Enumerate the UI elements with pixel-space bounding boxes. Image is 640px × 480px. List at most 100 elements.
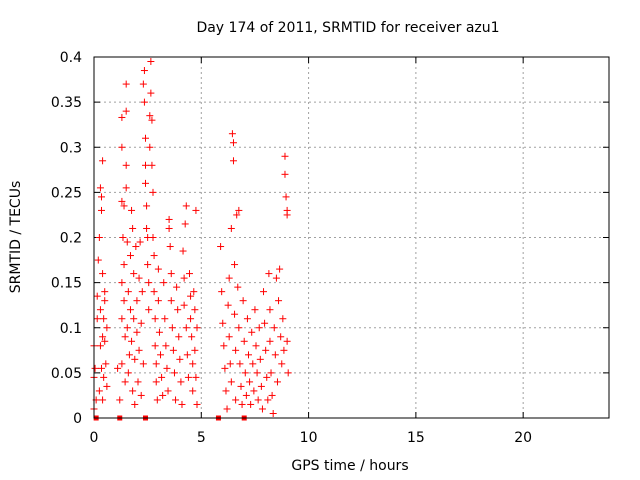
data-point [271,351,279,359]
data-point [256,355,264,363]
data-point [146,143,154,151]
data-point [145,279,153,287]
data-point [228,130,236,138]
data-point [151,342,159,350]
data-point [168,324,176,332]
y-axis-label: SRMTID / TECUs [8,181,24,294]
data-point [93,292,101,300]
data-point [148,161,156,169]
data-point [124,369,132,377]
data-point [175,333,183,341]
data-point [100,315,108,323]
data-point [101,297,109,305]
data-point [99,270,107,278]
y-tick-label: 0.4 [60,50,82,66]
data-point [182,324,190,332]
data-point [181,220,189,228]
data-point [165,224,173,232]
data-point [122,107,130,115]
data-point [135,274,143,282]
data-point [261,319,269,327]
data-point [221,364,229,372]
data-point [279,315,287,323]
x-tick-label: 5 [197,430,206,446]
data-point [241,369,249,377]
grid-lines [94,57,609,418]
data-point [169,346,177,354]
data-point [147,89,155,97]
data-point [191,306,199,314]
data-point [182,202,190,210]
data-point [143,202,151,210]
data-point [277,333,285,341]
y-tick-label: 0.15 [51,276,82,292]
data-point [235,324,243,332]
data-point [125,351,133,359]
data-point [130,315,138,323]
data-point [150,288,158,296]
data-point [223,405,231,413]
data-point [177,378,185,386]
data-point [267,369,275,377]
data-point [178,400,186,408]
data-point [133,328,141,336]
data-point [255,324,263,332]
y-tick-label: 0.05 [51,366,82,382]
data-point [242,391,250,399]
data-point [170,369,178,377]
data-point [264,396,272,404]
data-point [245,351,252,359]
data-point [118,360,126,368]
data-point [239,297,247,305]
data-point [260,288,268,296]
data-point [225,333,233,341]
chart-title: Day 174 of 2011, SRMTID for receiver azu… [196,20,499,36]
data-point [190,288,198,296]
data-point [272,274,280,282]
data-point [180,274,188,282]
data-point [266,306,274,314]
data-point [167,270,175,278]
x-tick-label: 15 [407,430,425,446]
data-point [283,337,291,345]
data-point [231,310,239,318]
data-point [179,247,187,255]
data-point [94,256,102,264]
data-point [133,297,141,305]
data-point [116,396,124,404]
data-point [143,224,151,232]
data-point [246,378,254,386]
data-point [128,337,136,345]
data-point [282,193,290,201]
data-point [192,206,200,214]
data-point [220,342,228,350]
data-point [266,337,274,345]
data-point [142,179,149,187]
data-point [173,283,181,291]
data-point [99,157,107,165]
data-point [149,188,157,196]
data-point [161,315,169,323]
data-point [258,405,266,413]
data-point [119,234,127,241]
data-point [128,206,136,214]
x-tick-label: 10 [300,430,318,446]
data-point [257,382,265,390]
data-point [234,283,242,291]
data-point [249,360,257,368]
data-point [122,161,130,169]
data-point [252,342,260,350]
data-point [132,243,140,251]
data-point [265,270,273,278]
data-point [251,306,259,314]
data-point [225,274,233,282]
data-point [192,373,200,381]
data-point [148,116,156,124]
data-point [162,342,170,350]
data-point [275,297,283,305]
data-point [121,333,129,341]
x-tick-label: 20 [514,430,532,446]
data-point [280,346,288,354]
data-point [224,301,232,309]
